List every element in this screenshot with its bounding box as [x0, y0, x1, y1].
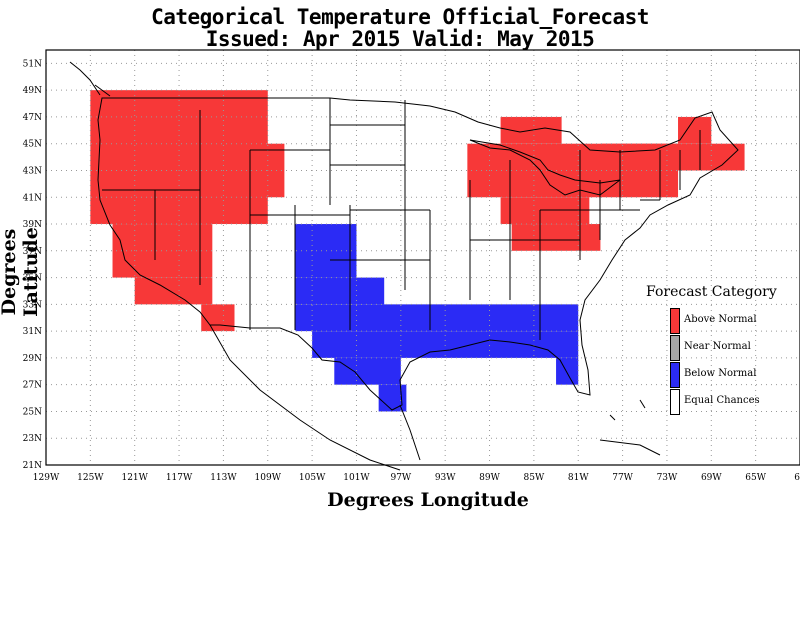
legend-label: Below Normal	[684, 368, 757, 379]
x-tick-label: 81W	[568, 473, 589, 483]
x-tick-label: 125W	[77, 473, 104, 483]
below-normal-region	[295, 277, 385, 305]
x-tick-label: 65W	[745, 473, 766, 483]
y-tick-label: 21N	[23, 461, 42, 471]
y-tick-label: 43N	[23, 166, 42, 176]
above-normal-region	[256, 143, 285, 198]
y-tick-label: 45N	[23, 140, 42, 150]
cuba-bahamas	[599, 399, 661, 456]
x-tick-label: 61	[794, 473, 800, 483]
above-normal-region	[678, 116, 712, 144]
y-tick-label: 29N	[23, 354, 42, 364]
chart-title-line-2: Issued: Apr 2015 Valid: May 2015	[205, 27, 595, 51]
y-tick-label: 47N	[23, 113, 42, 123]
above-normal-region	[511, 224, 601, 251]
chart-title-line-1: Categorical Temperature Official_Forecas…	[151, 5, 649, 29]
x-tick-label: 97W	[390, 473, 411, 483]
below-normal-region	[295, 224, 357, 278]
x-tick-label: 121W	[121, 473, 148, 483]
y-tick-label: 27N	[23, 381, 42, 391]
map-frame	[45, 49, 800, 466]
above-normal-region	[112, 224, 213, 278]
canada-coast	[69, 61, 111, 97]
us-border	[97, 97, 739, 411]
legend-label: Above Normal	[684, 314, 757, 325]
above-normal-region	[201, 304, 235, 332]
x-tick-label: 69W	[701, 473, 722, 483]
legend-title: Forecast Category	[646, 284, 777, 300]
legend-swatch	[670, 335, 680, 361]
y-tick-label: 25N	[23, 407, 42, 417]
y-tick-label: 23N	[23, 434, 42, 444]
x-tick-label: 109W	[255, 473, 282, 483]
x-tick-label: 93W	[435, 473, 456, 483]
state-lines-central	[330, 100, 580, 340]
y-tick-label: 49N	[23, 86, 42, 96]
legend-swatch	[670, 308, 680, 334]
x-tick-label: 105W	[299, 473, 326, 483]
x-tick-label: 129W	[33, 473, 60, 483]
x-tick-label: 73W	[657, 473, 678, 483]
state-lines-east	[540, 130, 701, 260]
x-tick-label: 89W	[479, 473, 500, 483]
above-normal-region	[500, 197, 590, 225]
mexico-lines	[209, 324, 421, 471]
above-normal-region	[134, 277, 213, 305]
below-normal-region	[378, 384, 407, 412]
great-lakes	[469, 139, 621, 196]
below-normal-region	[334, 357, 401, 385]
y-tick-label: 41N	[23, 193, 42, 203]
above-normal-region	[90, 90, 268, 225]
y-tick-label: 33N	[23, 300, 42, 310]
y-tick-label: 31N	[23, 327, 42, 337]
us-outline	[69, 61, 739, 471]
y-tick-label: 37N	[23, 247, 42, 257]
y-tick-label: 39N	[23, 220, 42, 230]
state-lines-west	[102, 98, 351, 330]
above-normal-region	[600, 143, 745, 171]
y-axis-label: Degrees Latitude	[0, 227, 42, 317]
legend-label: Near Normal	[684, 341, 751, 352]
y-tick-label: 35N	[23, 274, 42, 284]
legend-label: Equal Chances	[684, 395, 760, 406]
x-tick-label: 77W	[612, 473, 633, 483]
legend-swatch	[670, 362, 680, 388]
legend-swatch	[670, 389, 680, 415]
below-normal-region	[295, 304, 579, 332]
below-normal-region	[556, 357, 579, 385]
x-tick-label: 113W	[210, 473, 237, 483]
x-tick-label: 101W	[343, 473, 370, 483]
x-tick-label: 85W	[524, 473, 545, 483]
x-tick-label: 117W	[166, 473, 193, 483]
y-tick-labels: 21N 23N 25N 27N 29N 31N 33N 35N 37N 39N 41N 43N 45N 4…	[23, 59, 42, 471]
y-tick-label: 51N	[23, 59, 42, 69]
x-tick-labels: 129W 125W 121W 117W 113W 109W 105W 101W 97W 93W 89…	[33, 473, 800, 483]
x-axis-label: Degrees Longitude	[327, 489, 529, 511]
